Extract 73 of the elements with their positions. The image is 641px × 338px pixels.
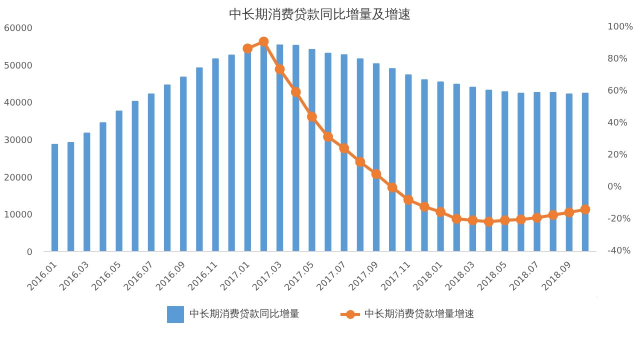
bar [550,92,556,252]
bar [100,122,106,252]
bar [453,84,460,252]
point [387,182,398,192]
point [419,202,430,212]
bar [502,91,508,252]
point [564,207,574,218]
point [580,204,590,214]
point [500,215,510,226]
bar [534,92,540,252]
point [258,36,269,47]
bar [405,74,412,252]
y2-tick-label: 40% [608,118,628,128]
bar [164,84,171,252]
y-tick-label: 10000 [4,210,33,221]
bar [372,63,380,252]
bar [212,58,219,252]
bar [518,92,524,252]
point [548,210,558,220]
point [532,212,542,223]
bar [292,44,300,252]
legend-label: 中长期消费贷款同比增量 [190,308,300,321]
y-tick-label: 40000 [4,98,33,109]
y-tick-label: 0 [26,248,33,258]
y2-tick-label: 100% [608,22,634,32]
bar [84,132,90,252]
bar [469,86,476,252]
y-tick-label: 50000 [4,61,33,72]
bar [196,67,203,252]
y-tick-label: 30000 [4,136,33,146]
point [274,64,285,74]
y2-tick-label: 0% [608,182,622,192]
point [306,112,317,122]
legend-label: 中长期消费贷款增量增速 [364,308,474,321]
bar [566,93,572,252]
point [355,156,366,167]
bar [276,44,284,252]
bar [485,90,492,252]
point [242,43,253,54]
bar [437,82,444,252]
bar [389,68,396,252]
y2-tick-label: -20% [608,214,632,224]
y2-tick-label: 20% [608,150,628,160]
bar [356,58,364,252]
bar [340,54,348,252]
bar [324,52,332,252]
point [468,215,478,226]
y2-tick-label: -40% [608,246,632,256]
bar [308,49,316,252]
bar [116,110,122,252]
point [323,132,334,142]
point [452,214,462,224]
y2-tick-label: 60% [608,86,628,96]
bar [68,142,74,252]
chart-title: 中长期消费贷款同比增量及增速 [229,8,411,22]
bar [132,100,138,252]
point [339,143,350,154]
bar [260,44,268,252]
point [484,216,494,227]
bar [582,92,589,252]
y-tick-label: 20000 [4,173,33,184]
bar [180,76,187,252]
point [516,214,526,224]
point [436,206,446,217]
point [290,86,301,97]
y2-tick-label: 80% [608,54,628,64]
bar [51,144,58,252]
y-tick-label: 60000 [4,24,33,34]
point [403,194,414,205]
bar [421,79,428,252]
bar [148,93,155,252]
point [371,169,382,180]
bar [228,54,235,252]
